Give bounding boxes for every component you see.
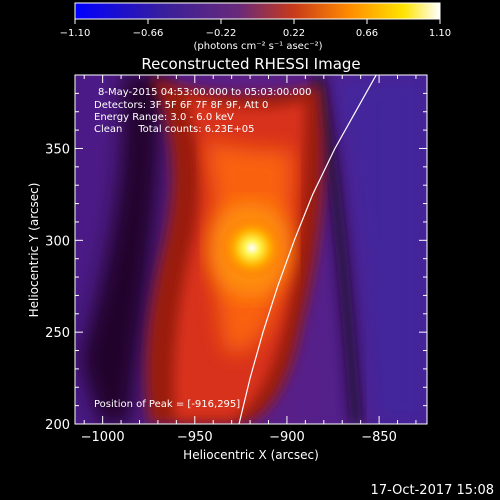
colorbar-ticks: −1.10 −0.66 −0.22 0.22 0.66 1.10	[60, 19, 451, 39]
colorbar-tick-label: −0.66	[133, 28, 164, 39]
footer-timestamp: 17-Oct-2017 15:08	[371, 483, 494, 498]
heatmap-image	[75, 75, 427, 424]
solar-limb-curve	[238, 75, 377, 424]
y-axis-label: Heliocentric Y (arcsec)	[27, 183, 41, 318]
colorbar-tick-label: 0.22	[283, 28, 305, 39]
x-axis-ticks: −1000 −950 −900 −850	[81, 75, 417, 445]
y-tick-label: 250	[45, 326, 70, 341]
y-tick-label: 350	[45, 142, 70, 157]
annotation-energy: Energy Range: 3.0 - 6.0 keV	[94, 112, 234, 123]
x-axis-label: Heliocentric X (arcsec)	[183, 448, 319, 462]
y-axis-ticks: 200 250 300 350	[45, 74, 427, 433]
colorbar-tick-label: 1.10	[429, 28, 451, 39]
annotation-clean: Clean Total counts: 6.23E+05	[94, 124, 254, 135]
x-tick-label: −950	[177, 430, 213, 445]
colorbar-tick-label: 0.66	[356, 28, 378, 39]
x-tick-label: −850	[361, 430, 397, 445]
colorbar-unit-label: (photons cm⁻² s⁻¹ asec⁻²)	[193, 41, 322, 52]
colorbar-tick-label: −0.22	[206, 28, 237, 39]
x-tick-label: −1000	[81, 430, 125, 445]
plot-frame	[74, 74, 428, 425]
x-tick-label: −900	[269, 430, 305, 445]
annotation-peak: Position of Peak = [-916,295]	[94, 399, 240, 410]
colorbar	[74, 2, 441, 20]
y-tick-label: 300	[45, 234, 70, 249]
colorbar-tick-label: −1.10	[60, 28, 91, 39]
annotation-time: 8-May-2015 04:53:00.000 to 05:03:00.000	[98, 87, 311, 98]
annotation-detectors: Detectors: 3F 5F 6F 7F 8F 9F, Att 0	[94, 100, 268, 111]
chart-title: Reconstructed RHESSI Image	[141, 55, 360, 73]
y-tick-label: 200	[45, 418, 70, 433]
